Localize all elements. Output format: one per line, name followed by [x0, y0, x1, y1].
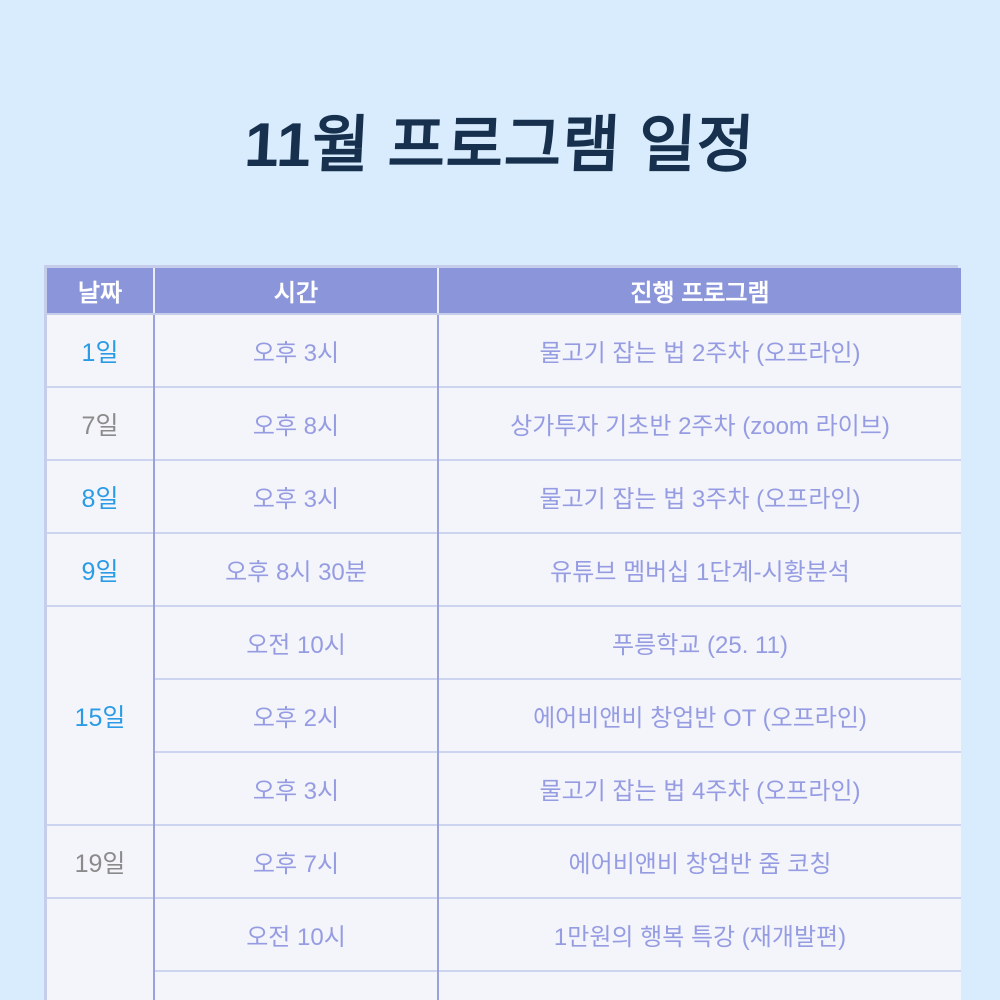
time-cell: 오전 10시	[153, 605, 438, 679]
table-row: 9일 오후 8시 30분 유튜브 멤버십 1단계-시황분석	[47, 532, 961, 606]
table-row	[47, 970, 961, 1000]
table-row: 15일 오전 10시 푸릉학교 (25. 11)	[47, 605, 961, 825]
table-row: 19일 오후 7시 에어비앤비 창업반 줌 코칭	[47, 824, 961, 898]
program-cell: 에어비앤비 창업반 줌 코칭	[437, 824, 961, 898]
date-cell: 8일	[47, 459, 154, 533]
table-row: 오후 3시 물고기 잡는 법 4주차 (오프라인)	[47, 751, 961, 825]
time-cell: 오후 3시	[153, 751, 438, 825]
date-label: 15일	[74, 703, 126, 732]
time-cell: 오후 7시	[153, 824, 438, 898]
time-cell: 오후 2시	[153, 678, 438, 752]
program-cell: 에어비앤비 창업반 OT (오프라인)	[437, 678, 961, 752]
date-label: 1일	[81, 338, 119, 367]
date-label: 7일	[81, 411, 119, 440]
date-cell: 7일	[47, 386, 154, 460]
date-label: 8일	[81, 484, 119, 513]
time-cell: 오후 8시 30분	[153, 532, 438, 606]
date-cell: 15일	[47, 605, 154, 825]
schedule-table: 날짜 시간 진행 프로그램 1일 오후 3시 물고기 잡는 법 2주차 (오프라…	[44, 265, 961, 1000]
time-cell: 오전 10시	[153, 897, 438, 971]
header-program: 진행 프로그램	[438, 268, 961, 315]
header-row: 날짜 시간 진행 프로그램	[47, 268, 961, 315]
program-cell: 1만원의 행복 특강 (재개발편)	[437, 897, 961, 971]
date-cell: 1일	[47, 314, 154, 387]
table-row: 오후 2시 에어비앤비 창업반 OT (오프라인)	[47, 678, 961, 752]
time-cell: 오후 3시	[153, 459, 438, 533]
program-cell: 푸릉학교 (25. 11)	[437, 605, 961, 679]
date-cell	[47, 897, 154, 1000]
date-cell: 9일	[47, 532, 154, 606]
date-cell: 19일	[47, 824, 154, 898]
header-date: 날짜	[47, 268, 155, 315]
table-row: 8일 오후 3시 물고기 잡는 법 3주차 (오프라인)	[47, 459, 961, 533]
table-row: 오전 10시 1만원의 행복 특강 (재개발편)	[47, 897, 961, 1000]
date-label: 19일	[74, 849, 126, 878]
time-cell: 오후 8시	[153, 386, 438, 460]
program-schedule: 날짜 시간 진행 프로그램 1일 오후 3시 물고기 잡는 법 2주차 (오프라…	[47, 268, 961, 1000]
program-cell: 물고기 잡는 법 2주차 (오프라인)	[437, 314, 961, 387]
program-cell: 물고기 잡는 법 3주차 (오프라인)	[437, 459, 961, 533]
page-title: 11월 프로그램 일정	[242, 111, 757, 180]
program-cell	[437, 970, 961, 1000]
date-label: 9일	[81, 557, 119, 586]
time-cell: 오후 3시	[153, 314, 438, 387]
header-time: 시간	[154, 268, 439, 315]
time-cell	[153, 970, 438, 1000]
program-cell: 유튜브 멤버십 1단계-시황분석	[437, 532, 961, 606]
program-cell: 상가투자 기초반 2주차 (zoom 라이브)	[437, 386, 961, 460]
table-row: 7일 오후 8시 상가투자 기초반 2주차 (zoom 라이브)	[47, 386, 961, 460]
program-cell: 물고기 잡는 법 4주차 (오프라인)	[437, 751, 961, 825]
table-row: 1일 오후 3시 물고기 잡는 법 2주차 (오프라인)	[47, 314, 961, 387]
